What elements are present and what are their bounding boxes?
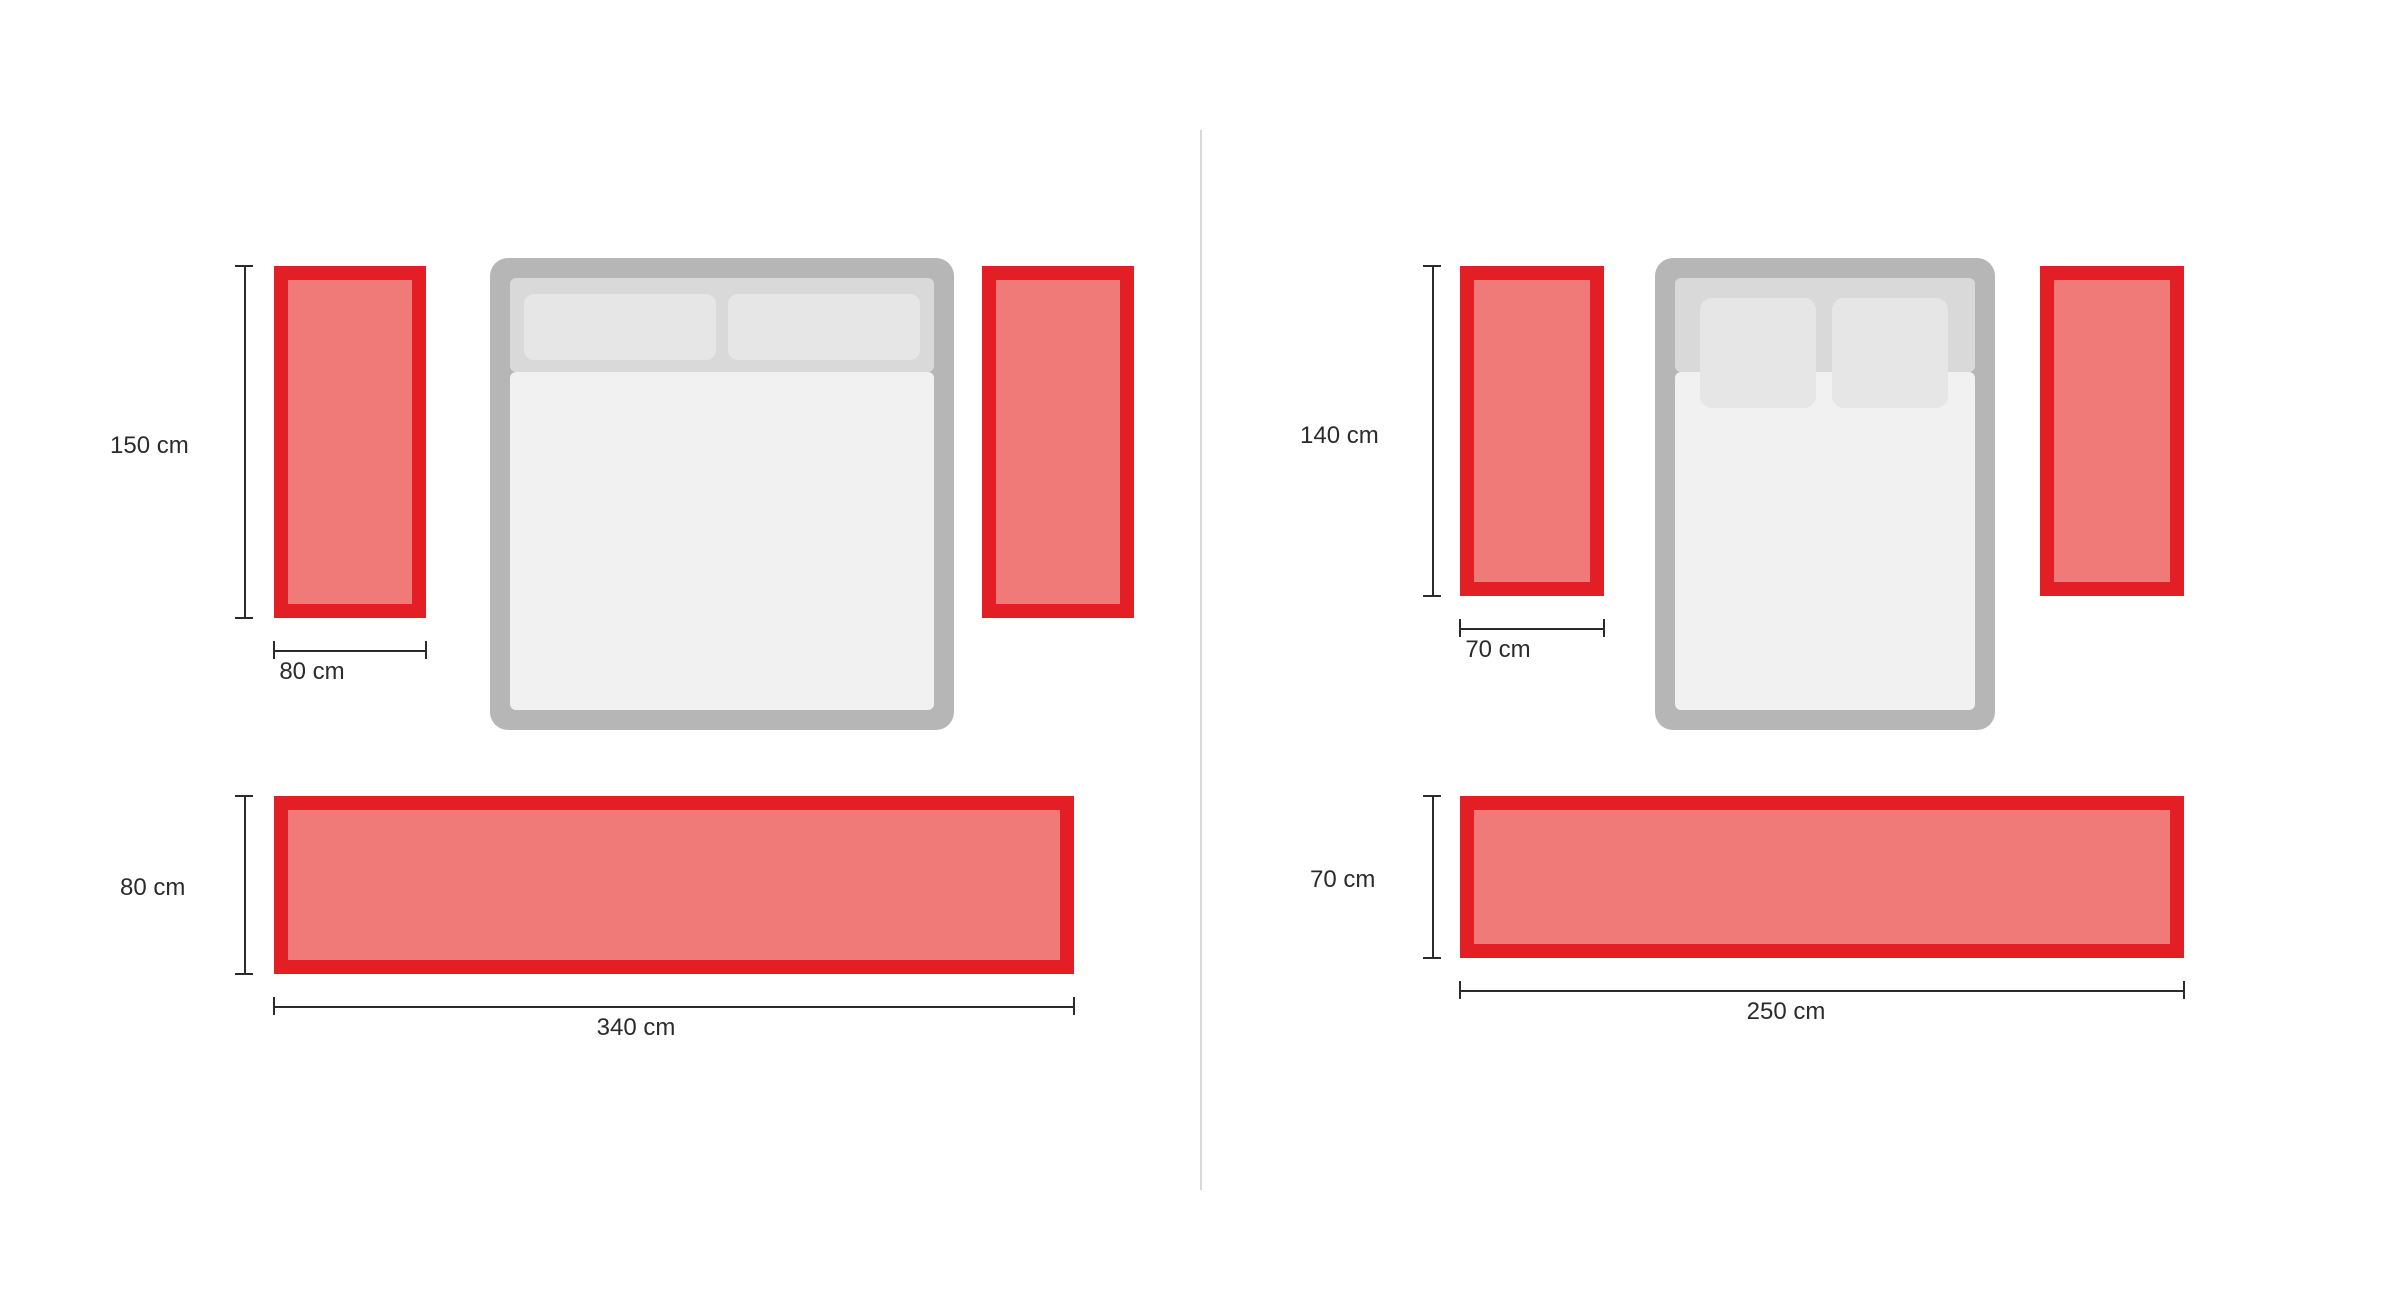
left-dim-bottom_rug_h-cap-0 [235, 795, 253, 797]
left-dim-side_rug_h-cap-1 [235, 617, 253, 619]
right-pillow-right [1832, 298, 1948, 408]
right-dim-bottom_rug_h-line [1432, 796, 1434, 958]
left-dim-bottom_rug_h-line [244, 796, 246, 974]
right-bed-sheet [1675, 372, 1975, 710]
right-dim-bottom_rug_w-label: 250 cm [1737, 1000, 1836, 1024]
right-dim-bottom_rug_w-line [1460, 990, 2184, 992]
left-pillow-left [524, 294, 716, 360]
right-pillow-left [1700, 298, 1816, 408]
right-dim-bottom_rug_h-cap-1 [1423, 957, 1441, 959]
right-side-rug-left [1460, 266, 1604, 596]
right-dim-side_rug_h-label: 140 cm [1300, 424, 1379, 448]
left-dim-bottom_rug_w-label: 340 cm [587, 1016, 686, 1040]
left-dim-bottom_rug_w-cap-1 [1073, 997, 1075, 1015]
left-dim-side_rug_w-cap-1 [425, 641, 427, 659]
left-dim-bottom_rug_w-line [274, 1006, 1074, 1008]
right-dim-side_rug_h-line [1432, 266, 1434, 596]
right-dim-side_rug_h-cap-0 [1423, 265, 1441, 267]
left-dim-bottom_rug_w-cap-0 [273, 997, 275, 1015]
left-side-rug-left [274, 266, 426, 618]
right-dim-side_rug_h-cap-1 [1423, 595, 1441, 597]
right-dim-bottom_rug_h-cap-0 [1423, 795, 1441, 797]
right-dim-bottom_rug_w-cap-1 [2183, 981, 2185, 999]
right-dim-side_rug_w-cap-1 [1603, 619, 1605, 637]
right-dim-side_rug_w-label: 70 cm [1455, 638, 1540, 662]
right-dim-bottom_rug_w-cap-0 [1459, 981, 1461, 999]
right-foot-rug [1460, 796, 2184, 958]
left-dim-side_rug_h-cap-0 [235, 265, 253, 267]
panel-divider [1200, 130, 1202, 1190]
left-pillow-right [728, 294, 920, 360]
left-dim-bottom_rug_h-cap-1 [235, 973, 253, 975]
layout-canvas: 150 cm 80 cm 80 cm 340 cm 140 cm 70 cm 70 cm 25… [0, 0, 2400, 1316]
left-side-rug-right [982, 266, 1134, 618]
left-dim-bottom_rug_h-label: 80 cm [120, 876, 185, 900]
left-dim-side_rug_w-label: 80 cm [269, 660, 354, 684]
left-dim-side_rug_w-line [274, 650, 426, 652]
right-dim-side_rug_w-line [1460, 628, 1604, 630]
left-dim-side_rug_h-label: 150 cm [110, 434, 189, 458]
left-dim-side_rug_w-cap-0 [273, 641, 275, 659]
left-bed-sheet [510, 372, 934, 710]
left-dim-side_rug_h-line [244, 266, 246, 618]
right-dim-bottom_rug_h-label: 70 cm [1310, 868, 1375, 892]
right-side-rug-right [2040, 266, 2184, 596]
left-foot-rug [274, 796, 1074, 974]
right-dim-side_rug_w-cap-0 [1459, 619, 1461, 637]
